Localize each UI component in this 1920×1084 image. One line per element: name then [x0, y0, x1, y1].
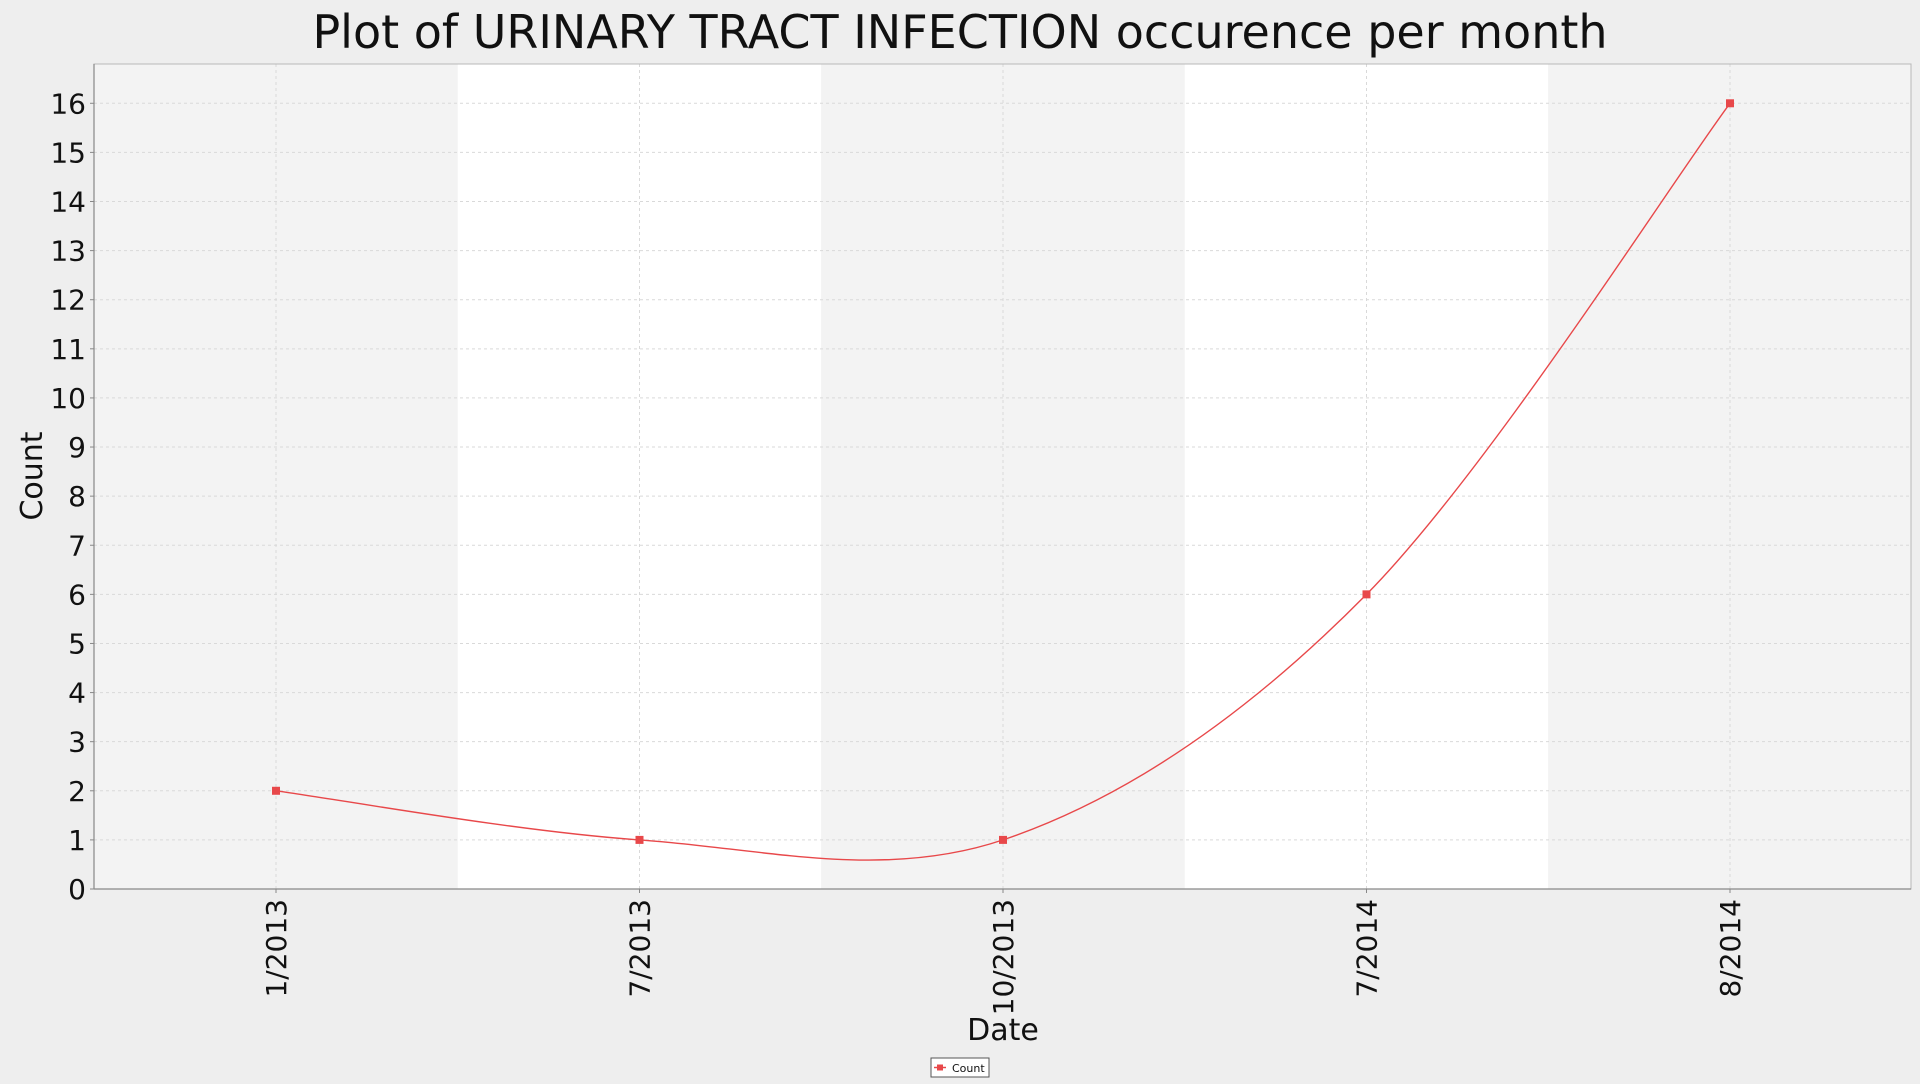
- y-tick-label: 2: [68, 775, 86, 808]
- y-tick-label: 14: [50, 186, 86, 219]
- data-point: [635, 835, 644, 844]
- data-point: [999, 835, 1007, 844]
- series-layer: [272, 99, 1734, 861]
- y-tick-label: 13: [50, 235, 86, 268]
- y-tick-label: 9: [68, 431, 86, 464]
- legend-box: [930, 1057, 990, 1078]
- y-tick-label: 7: [68, 529, 86, 562]
- y-tick-label: 10: [50, 382, 86, 415]
- y-tick-label: 12: [50, 284, 86, 317]
- gridlines: [94, 64, 1911, 890]
- y-axis-label: Count: [15, 431, 50, 520]
- y-tick-label: 6: [68, 578, 86, 611]
- plot-band: [1184, 64, 1549, 889]
- plot-band: [821, 64, 1185, 889]
- y-tick-label: 15: [50, 136, 86, 169]
- x-tick-label: 10/2013: [987, 899, 1020, 1015]
- x-tick-label: 7/2013: [624, 899, 657, 998]
- x-tick-label: 1/2013: [260, 899, 293, 998]
- legend-label: Count: [952, 1062, 985, 1075]
- y-tick-label: 1: [68, 824, 86, 857]
- data-point: [272, 786, 280, 795]
- y-tick-label: 16: [50, 87, 86, 120]
- y-tick-label: 11: [50, 333, 86, 366]
- x-axis-ticks: 1/2013 7/2013 10/2013 7/2014 8/2014: [260, 889, 1747, 1015]
- data-point: [1726, 99, 1734, 108]
- plot-band: [1548, 64, 1911, 889]
- x-axis-label: Date: [967, 1013, 1039, 1048]
- y-tick-label: 5: [68, 627, 86, 660]
- plot-band: [94, 64, 458, 889]
- series-line-count: [275, 102, 1731, 861]
- x-tick-label: 8/2014: [1714, 899, 1747, 998]
- y-tick-label: 4: [68, 677, 86, 710]
- x-tick-label: 7/2014: [1351, 899, 1384, 998]
- legend-swatch-marker: [937, 1064, 943, 1071]
- y-tick-label: 8: [68, 480, 86, 513]
- legend: Count: [930, 1057, 990, 1078]
- chart-title: Plot of URINARY TRACT INFECTION occurenc…: [312, 5, 1607, 59]
- plot-background: [94, 64, 1911, 889]
- plot-band: [457, 64, 822, 889]
- y-tick-label: 3: [68, 726, 86, 759]
- y-tick-label: 0: [68, 873, 86, 906]
- data-point: [1362, 590, 1371, 599]
